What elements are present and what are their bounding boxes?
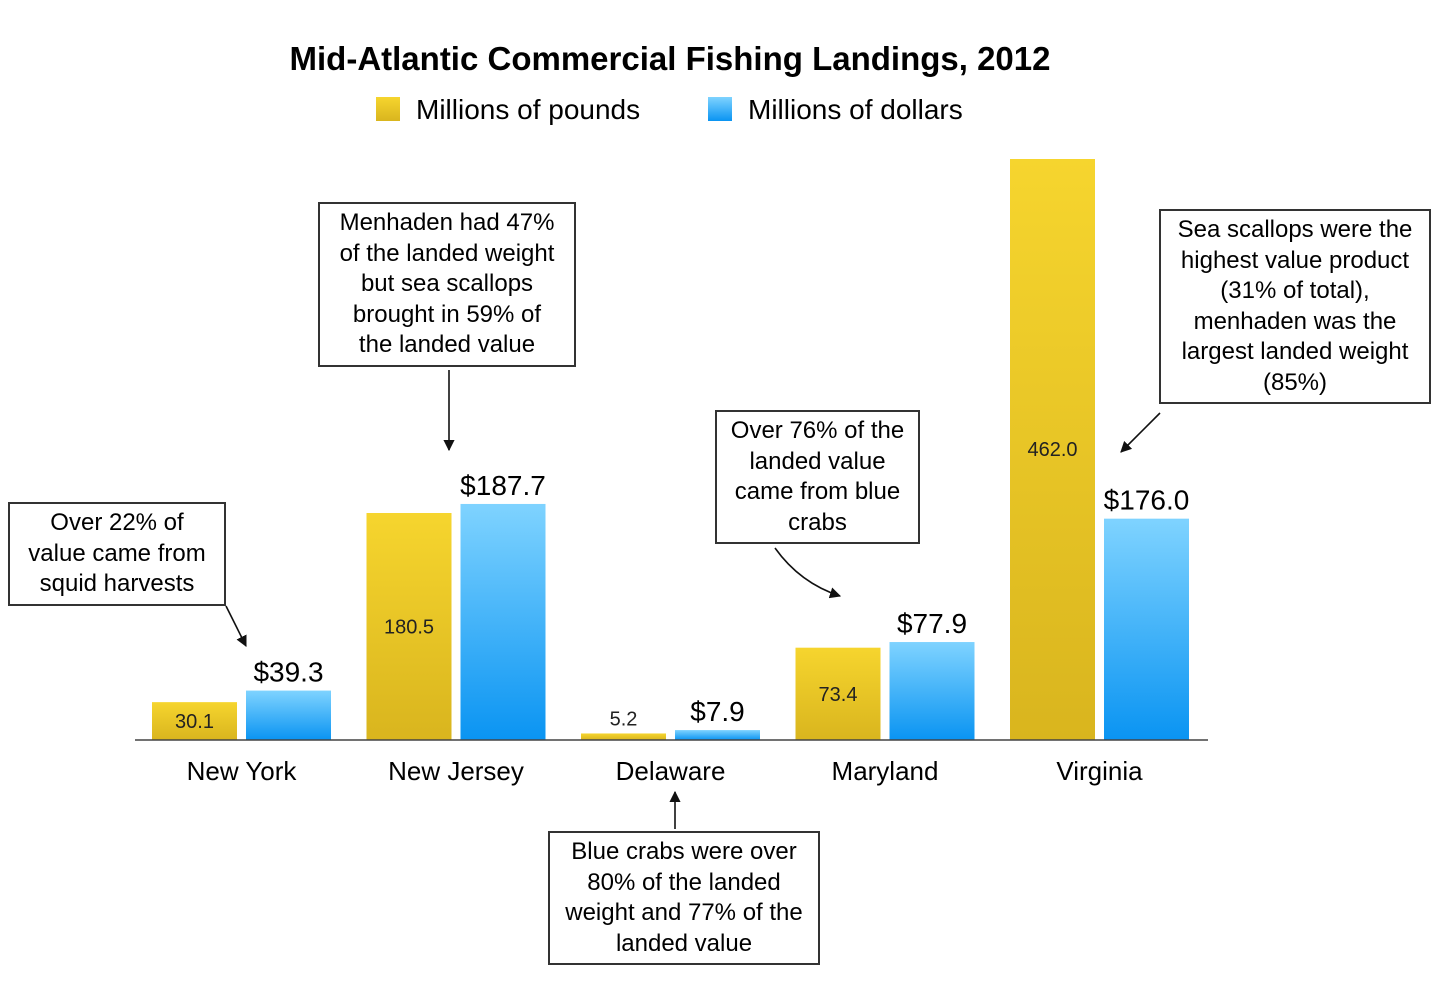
annotation-maryland: Over 76% of the landed value came from blu… <box>715 410 920 544</box>
data-label-new-jersey-dollars: $187.7 <box>460 470 546 501</box>
category-label-new-jersey: New Jersey <box>388 756 524 786</box>
annotation-line: weight and 77% of the <box>565 899 803 926</box>
category-labels-group: New York New Jersey Delaware Maryland Virgin… <box>187 756 1144 786</box>
bar-maryland-dollars <box>889 642 975 740</box>
data-label-maryland-pounds: 73.4 <box>819 684 858 706</box>
annotation-line: 80% of the landed <box>587 868 781 896</box>
annotation-line: squid harvests <box>39 570 195 597</box>
data-label-virginia-pounds: 462.0 <box>1027 439 1077 461</box>
bar-delaware-pounds <box>581 733 666 740</box>
annotation-line: value came from <box>28 539 206 567</box>
chart-title: Mid-Atlantic Commercial Fishing Landings… <box>290 40 1051 77</box>
annotation-line: crabs <box>788 508 847 536</box>
annotation-line: largest landed weight <box>1181 338 1409 365</box>
annotation-line: of the landed weight <box>339 239 555 267</box>
annotation-line: Over 76% of the <box>730 417 905 444</box>
data-label-new-york-dollars: $39.3 <box>253 657 323 688</box>
legend-swatch-dollars <box>708 97 732 121</box>
bar-maryland-pounds <box>795 647 881 740</box>
bar-delaware-dollars <box>675 730 760 740</box>
legend-item-dollars: Millions of dollars <box>708 94 963 125</box>
annotation-line: Sea scallops were the <box>1177 216 1413 243</box>
legend: Millions of pounds Millions of dollars <box>376 94 963 125</box>
annotation-new-york: Over 22% of value came from squid harvests <box>8 502 226 606</box>
annotation-arrow-new-york <box>225 605 247 648</box>
data-label-delaware-pounds: 5.2 <box>610 708 638 730</box>
data-label-virginia-dollars: $176.0 <box>1104 485 1190 516</box>
bar-new-york-dollars <box>246 690 331 740</box>
bar-labels-group: 30.1 $39.3 180.5 $187.7 5.2 $7.9 73.4 $77.9 462.… <box>175 439 1189 733</box>
annotation-line: landed value <box>615 929 753 957</box>
annotation-line: (31% of total), <box>1220 277 1370 304</box>
annotation-line: the landed value <box>358 331 536 358</box>
annotation-arrow-virginia <box>1120 412 1161 453</box>
annotation-line: menhaden was the <box>1193 307 1397 335</box>
annotation-line: landed value <box>749 447 886 475</box>
annotation-line: Over 22% of <box>50 509 184 536</box>
legend-item-pounds: Millions of pounds <box>376 94 640 125</box>
bar-new-jersey-pounds <box>366 513 452 740</box>
annotation-line: brought in 59% of <box>352 300 542 328</box>
bar-new-jersey-dollars <box>460 503 546 740</box>
annotation-virginia: Sea scallops were the highest value produ… <box>1159 209 1431 404</box>
data-label-maryland-dollars: $77.9 <box>897 608 967 639</box>
legend-swatch-pounds <box>376 97 400 121</box>
bar-virginia-dollars <box>1104 518 1189 740</box>
legend-label-dollars: Millions of dollars <box>748 94 963 125</box>
bars-group <box>152 159 1189 740</box>
annotation-line: highest value product <box>1180 246 1410 274</box>
bar-new-york-pounds <box>152 702 237 740</box>
annotation-line: but sea scallops <box>360 270 534 297</box>
category-label-new-york: New York <box>187 756 298 786</box>
annotation-line: (85%) <box>1262 368 1328 396</box>
annotation-new-jersey: Menhaden had 47% of the landed weight but … <box>318 202 576 367</box>
annotation-arrow-maryland <box>774 547 842 599</box>
category-label-virginia: Virginia <box>1056 756 1143 786</box>
annotation-line: came from blue <box>734 478 901 505</box>
category-label-maryland: Maryland <box>832 756 939 786</box>
category-label-delaware: Delaware <box>616 756 726 786</box>
legend-label-pounds: Millions of pounds <box>416 94 640 125</box>
data-label-delaware-dollars: $7.9 <box>690 696 745 727</box>
annotation-delaware: Blue crabs were over 80% of the landed wei… <box>548 831 820 965</box>
annotation-line: Blue crabs were over <box>571 838 797 865</box>
annotation-line: Menhaden had 47% <box>339 209 555 236</box>
bar-virginia-pounds <box>1010 159 1095 740</box>
annotation-arrows-group <box>225 370 1161 829</box>
data-label-new-jersey-pounds: 180.5 <box>384 617 434 639</box>
data-label-new-york-pounds: 30.1 <box>175 711 214 733</box>
